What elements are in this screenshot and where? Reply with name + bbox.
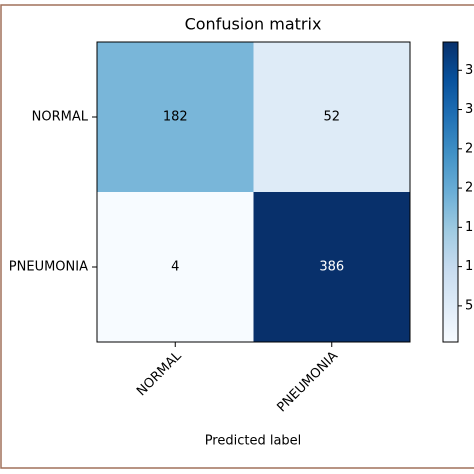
colorbar bbox=[442, 41, 459, 343]
cell-label: 182 bbox=[163, 110, 188, 125]
chart-title: Confusion matrix bbox=[185, 15, 322, 34]
plot-border bbox=[96, 41, 411, 343]
cell bbox=[97, 192, 254, 342]
y-tick-label: NORMAL bbox=[32, 110, 89, 125]
colorbar-tick-label: 150 bbox=[465, 220, 474, 235]
colorbar-tick-label: 300 bbox=[465, 102, 474, 117]
frame bbox=[0, 4, 474, 469]
cell-label: 4 bbox=[171, 260, 179, 275]
y-tick-label: PNEUMONIA bbox=[9, 260, 88, 275]
colorbar-tick-label: 250 bbox=[465, 141, 474, 156]
cell bbox=[97, 42, 254, 192]
colorbar-tick-label: 100 bbox=[465, 259, 474, 274]
cell bbox=[253, 192, 410, 342]
cell-label: 52 bbox=[323, 110, 340, 125]
x-axis-label: Predicted label bbox=[205, 434, 302, 449]
colorbar-tick-label: 50 bbox=[465, 298, 474, 313]
cell bbox=[253, 42, 410, 192]
cell-label: 386 bbox=[319, 260, 344, 275]
colorbar-tick-label: 350 bbox=[465, 63, 474, 78]
colorbar-tick-label: 200 bbox=[465, 181, 474, 196]
